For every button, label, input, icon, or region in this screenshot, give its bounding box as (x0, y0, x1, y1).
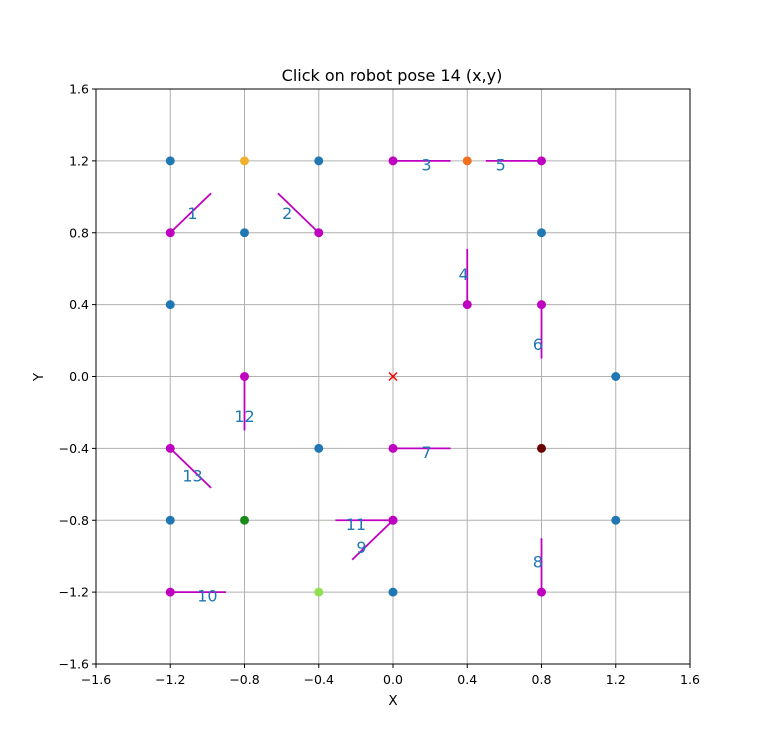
landmark-point (611, 515, 621, 525)
y-tick-label: 1.6 (69, 82, 89, 97)
x-axis-label: X (388, 693, 397, 709)
pose-point (388, 156, 398, 166)
pose-label: 11 (346, 515, 366, 534)
pose-points (165, 156, 546, 597)
origin-marker (388, 371, 398, 382)
x-tick-label: −0.4 (304, 672, 334, 687)
x-tick-label: 0.4 (457, 672, 477, 687)
landmark-point (165, 156, 175, 166)
x-tick-label: −1.2 (155, 672, 185, 687)
pose-heading-line (277, 192, 320, 234)
landmark-point (611, 372, 621, 381)
x-tick-label: 1.6 (680, 672, 700, 687)
pose-point (537, 300, 546, 310)
pose-label: 4 (458, 265, 468, 284)
y-tick-label: −1.2 (59, 585, 89, 600)
landmark-point (314, 587, 324, 597)
pose-point (240, 372, 249, 381)
y-tick-label: 0.0 (69, 369, 89, 384)
y-tick-label: 0.8 (69, 225, 89, 240)
landmark-point (314, 156, 324, 166)
pose-label: 6 (533, 335, 543, 354)
pose-point (165, 443, 175, 453)
pose-heading-line (169, 447, 212, 489)
pose-label: 9 (356, 538, 366, 557)
chart-title: Click on robot pose 14 (x,y) (282, 66, 503, 85)
y-tick-label: 0.4 (69, 297, 89, 312)
y-tick-label: 1.2 (69, 153, 89, 168)
pose-headings (169, 159, 543, 594)
y-tick-label: −1.6 (59, 657, 89, 672)
pose-label: 13 (182, 466, 202, 485)
y-tick-label: −0.8 (59, 513, 89, 528)
landmark-point (240, 515, 249, 525)
pose-label: 2 (282, 204, 292, 223)
x-tick-label: 0.0 (383, 672, 403, 687)
landmark-point (240, 156, 249, 166)
axis-ticks: −1.6 −1.2 −0.8 −0.4 0.0 0.4 0.8 1.2 1.6 −1.6 −1.2 −… (59, 82, 700, 688)
pose-label: 5 (496, 155, 506, 174)
landmarks (165, 156, 621, 597)
landmark-point (537, 228, 546, 238)
pose-label: 1 (187, 204, 197, 223)
landmark-point (537, 443, 546, 453)
pose-label: 10 (197, 587, 217, 606)
pose-point (314, 228, 324, 238)
pose-point (165, 228, 175, 238)
x-tick-label: 0.8 (532, 672, 552, 687)
pose-point (388, 515, 398, 525)
landmark-point (165, 515, 175, 525)
x-marker-stroke (388, 371, 398, 382)
y-axis-label: Y (31, 372, 47, 382)
landmark-point (240, 228, 249, 238)
landmark-point (388, 587, 398, 597)
y-tick-label: −0.4 (59, 441, 89, 456)
pose-point (537, 156, 546, 166)
x-tick-label: −0.8 (229, 672, 259, 687)
x-tick-label: 1.2 (606, 672, 626, 687)
pose-label: 12 (234, 407, 254, 426)
pose-heading-line (169, 192, 212, 234)
pose-heading-line (351, 519, 394, 561)
landmark-point (165, 300, 175, 310)
pose-point (462, 300, 472, 310)
pose-label: 8 (533, 553, 543, 572)
pose-point (537, 587, 546, 597)
landmark-point (314, 443, 324, 453)
x-tick-label: −1.6 (81, 672, 111, 687)
landmark-point (462, 156, 472, 166)
pose-label: 7 (421, 443, 431, 462)
pose-label: 3 (421, 155, 431, 174)
pose-point (165, 587, 175, 597)
pose-point (388, 443, 398, 453)
